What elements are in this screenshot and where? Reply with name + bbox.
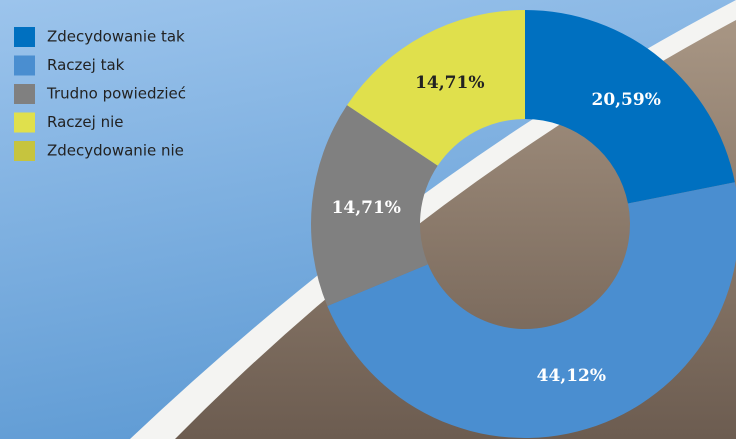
legend-label: Raczej nie bbox=[47, 113, 123, 131]
legend-swatch bbox=[14, 84, 35, 104]
donut-slice bbox=[347, 10, 525, 166]
legend-swatch bbox=[14, 112, 35, 133]
donut: 20,59% 44,12% 14,71% 14,71% bbox=[311, 10, 736, 438]
legend-label: Zdecydowanie tak bbox=[47, 28, 185, 46]
value-label: 20,59% bbox=[591, 90, 660, 110]
value-label: 14,71% bbox=[332, 198, 401, 218]
legend-label: Raczej tak bbox=[47, 56, 125, 74]
legend-swatch bbox=[14, 27, 35, 47]
legend-label: Zdecydowanie nie bbox=[47, 142, 184, 160]
legend-label: Trudno powiedzieć bbox=[46, 85, 186, 103]
legend: Zdecydowanie tak Raczej tak Trudno powiedz… bbox=[14, 27, 186, 161]
value-label: 44,12% bbox=[537, 366, 606, 386]
donut-slice bbox=[327, 182, 736, 438]
background-band bbox=[130, 0, 736, 439]
value-label: 14,71% bbox=[415, 73, 484, 93]
legend-swatch bbox=[14, 55, 35, 76]
donut-slice bbox=[525, 10, 735, 204]
donut-slice bbox=[311, 105, 438, 306]
legend-swatch bbox=[14, 141, 35, 161]
